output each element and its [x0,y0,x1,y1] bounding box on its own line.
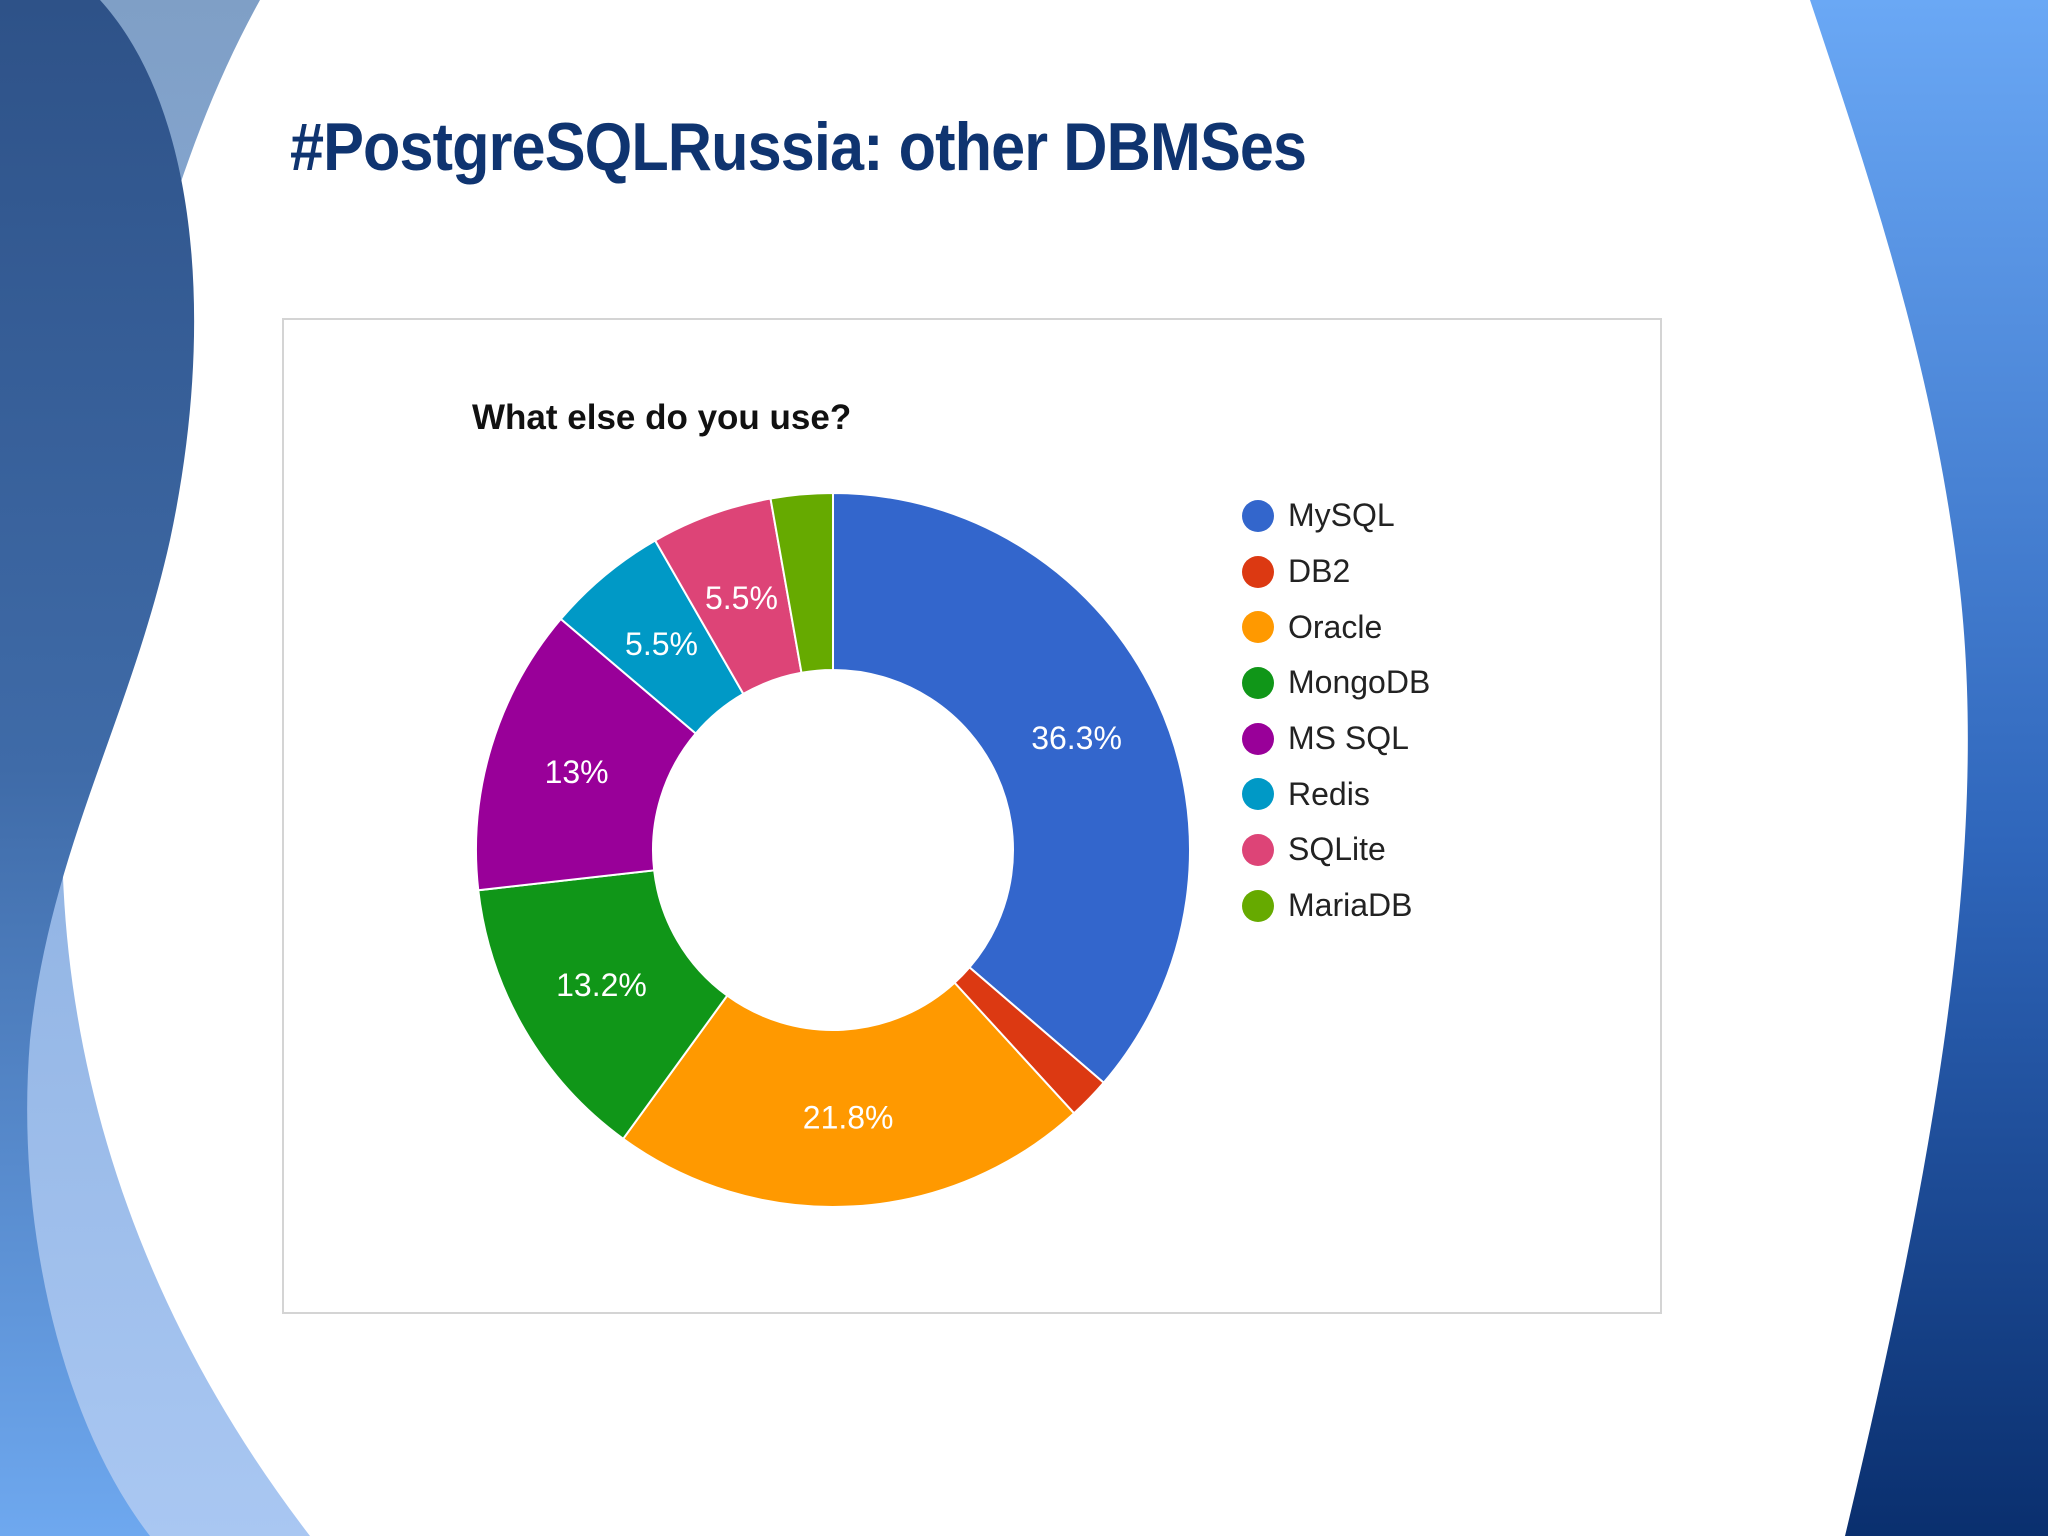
legend-item-redis[interactable]: Redis [1242,766,1430,822]
legend-label: MongoDB [1288,664,1431,701]
donut-chart: 36.3% 21.8% 13.2% 13% 5.5%5.5% [475,491,1191,1208]
legend-item-ms-sql[interactable]: MS SQL [1242,711,1430,767]
donut-slice-mariadb[interactable] [769,491,834,674]
chart-frame: What else do you use? 36.3% 21.8% 13.2% 13%… [282,318,1662,1314]
legend-label: MariaDB [1288,887,1413,924]
donut-slice-mysql[interactable] [832,491,1191,1085]
legend-item-mariadb[interactable]: MariaDB [1242,878,1430,934]
legend-label: SQLite [1288,831,1386,868]
chart-title: What else do you use? [472,398,852,437]
legend-label: MySQL [1288,497,1395,534]
legend-swatch-icon [1242,833,1274,866]
chart-legend: MySQL DB2 Oracle MongoDB MS SQL Redis SQLite Ma… [1242,488,1430,934]
legend-label: MS SQL [1288,720,1409,757]
slice-label-redis: 5.5% [625,626,698,662]
slice-label-mongodb: 13.2% [556,967,647,1003]
legend-swatch-icon [1242,778,1274,811]
legend-label: DB2 [1288,553,1351,590]
legend-swatch-icon [1242,499,1274,532]
slice-label-sqlite: 5.5% [705,580,778,616]
donut-slice-oracle[interactable] [621,981,1076,1208]
slide-title: #PostgreSQLRussia: other DBMSes [290,109,1307,185]
legend-item-db2[interactable]: DB2 [1242,544,1430,600]
legend-swatch-icon [1242,611,1274,644]
legend-item-mongodb[interactable]: MongoDB [1242,655,1430,711]
donut-slice-ms-sql[interactable] [475,617,698,892]
legend-label: Redis [1288,775,1370,812]
slice-label-oracle: 21.8% [803,1100,894,1136]
legend-swatch-icon [1242,889,1274,922]
left-wave-dark [0,0,195,1536]
donut-slice-mongodb[interactable] [477,869,729,1141]
legend-swatch-icon [1242,555,1274,588]
slice-label-mysql: 36.3% [1031,720,1122,756]
legend-item-mysql[interactable]: MySQL [1242,488,1430,544]
legend-swatch-icon [1242,722,1274,755]
slice-label-ms-sql: 13% [545,754,609,790]
legend-swatch-icon [1242,666,1274,699]
legend-label: Oracle [1288,608,1383,645]
right-wave [1810,0,2048,1536]
legend-item-oracle[interactable]: Oracle [1242,599,1430,655]
legend-item-sqlite[interactable]: SQLite [1242,822,1430,878]
